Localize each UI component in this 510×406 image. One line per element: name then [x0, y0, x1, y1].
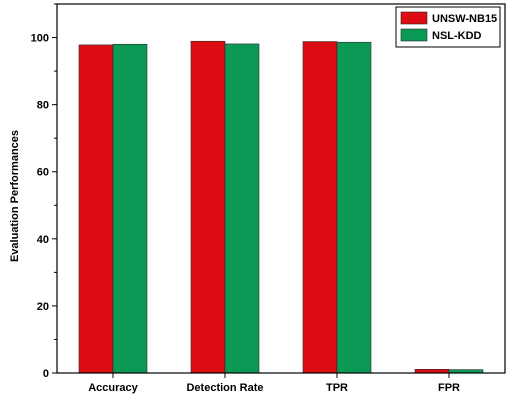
plot-frame [56, 3, 506, 374]
y-tick-label: 100 [31, 33, 49, 45]
bar-unsw-nb15-accuracy [78, 44, 114, 374]
bar-unsw-nb15-detection-rate [190, 40, 226, 374]
axes-layer [56, 3, 506, 374]
y-tick-label: 0 [43, 368, 49, 380]
y-tick-label: 80 [37, 100, 49, 112]
bar-nsl-kdd-accuracy [112, 43, 148, 374]
legend-swatch-unsw-nb15 [400, 11, 428, 25]
x-tick-label: FPR [438, 382, 460, 394]
legend: UNSW-NB15 NSL-KDD [395, 6, 501, 48]
y-tick-label: 20 [37, 301, 49, 313]
bar-nsl-kdd-tpr [336, 41, 372, 374]
legend-label: UNSW-NB15 [432, 13, 497, 25]
bars-layer [78, 40, 484, 374]
y-axis-title: Evaluation Performances [9, 130, 21, 262]
bar-nsl-kdd-detection-rate [224, 43, 260, 374]
x-tick-label: Detection Rate [186, 382, 263, 394]
x-tick-label: Accuracy [88, 382, 138, 394]
x-tick-label: TPR [326, 382, 348, 394]
ticks-layer [52, 3, 450, 378]
y-tick-label: 40 [37, 234, 49, 246]
legend-swatch-nsl-kdd [400, 28, 428, 42]
labels-layer: Accuracy Detection Rate TPR FPR 0 20 40 60 80 100 [31, 33, 460, 394]
y-tick-label: 60 [37, 167, 49, 179]
bar-unsw-nb15-tpr [302, 41, 338, 374]
legend-label: NSL-KDD [432, 30, 482, 42]
